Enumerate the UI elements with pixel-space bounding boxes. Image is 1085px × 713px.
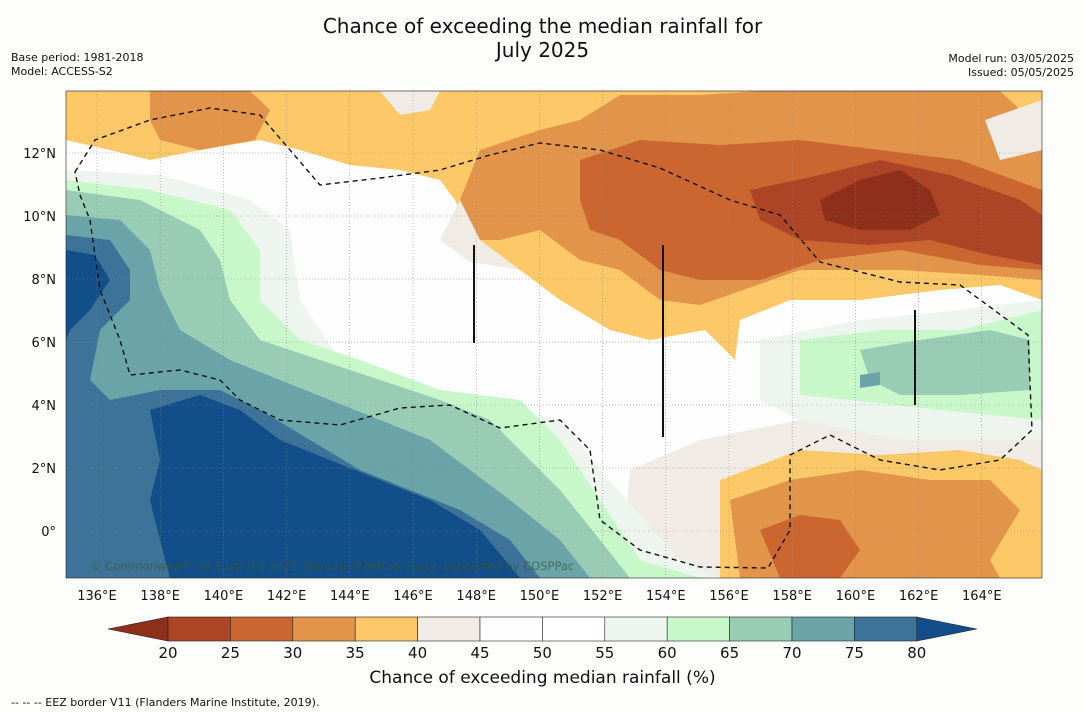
latitude-label: 4°N — [32, 399, 57, 414]
colorbar-level-label: 45 — [470, 644, 489, 662]
colorbar-segment — [666, 616, 730, 642]
longitude-label: 164°E — [962, 589, 1002, 604]
latitude-label: 12°N — [23, 147, 56, 162]
latitude-label: 0° — [41, 525, 56, 540]
colorbar-level-label: 35 — [346, 644, 365, 662]
colorbar-level-label: 40 — [408, 644, 427, 662]
eez-legend-note: -- -- -- EEZ border V11 (Flanders Marine… — [11, 696, 320, 709]
longitude-label: 160°E — [836, 589, 876, 604]
colorbar-level-label: 75 — [845, 644, 864, 662]
longitude-label: 150°E — [520, 589, 560, 604]
title-line-1: Chance of exceeding the median rainfall … — [322, 14, 763, 38]
colorbar-segment — [791, 616, 855, 642]
latitude-label: 2°N — [32, 462, 57, 477]
eez-border — [74, 107, 1033, 569]
copyright-notice: © Commonwealth of Australia 2025, Bureau… — [90, 559, 574, 573]
colorbar-level-label: 30 — [283, 644, 302, 662]
model-name: Model: ACCESS-S2 — [11, 65, 113, 78]
longitude-label: 142°E — [267, 589, 307, 604]
colorbar-level-label: 70 — [782, 644, 801, 662]
latitude-label: 10°N — [23, 210, 56, 225]
colorbar-segment — [604, 616, 668, 642]
colorbar-segment — [854, 616, 918, 642]
longitude-labels: 136°E 138°E 140°E 142°E 144°E 146°E 148°E 150°E… — [77, 589, 1001, 604]
colorbar-level-label: 60 — [658, 644, 677, 662]
colorbar-segment — [417, 616, 481, 642]
field-25-30-southeast — [760, 515, 860, 578]
longitude-label: 156°E — [709, 589, 749, 604]
colorbar-level-label: 25 — [221, 644, 240, 662]
colorbar-title: Chance of exceeding median rainfall (%) — [369, 668, 716, 688]
field-below-20 — [820, 170, 940, 230]
latitude-label: 6°N — [32, 336, 57, 351]
longitude-label: 138°E — [140, 589, 180, 604]
map-title: Chance of exceeding the median rainfall … — [0, 14, 1085, 62]
longitude-label: 140°E — [204, 589, 244, 604]
latitude-labels: 12°N 10°N 8°N 6°N 4°N 2°N 0° — [23, 147, 56, 540]
colorbar-level-label: 50 — [533, 644, 552, 662]
colorbar-level-label: 80 — [907, 644, 926, 662]
colorbar-segment — [230, 616, 294, 642]
rainfall-probability-field — [66, 91, 1042, 578]
colorbar-segment — [479, 616, 543, 642]
colorbar-segment — [354, 616, 418, 642]
longitude-label: 148°E — [456, 589, 496, 604]
colorbar-level-label: 55 — [595, 644, 614, 662]
islands — [473, 245, 916, 437]
colorbar-segment — [729, 616, 793, 642]
colorbar-level-label: 20 — [158, 644, 177, 662]
title-line-2: July 2025 — [495, 38, 590, 62]
colorbar-level-label: 65 — [720, 644, 739, 662]
longitude-label: 154°E — [646, 589, 686, 604]
field-above-80-west — [66, 250, 520, 578]
longitude-label: 136°E — [77, 589, 117, 604]
longitude-label: 162°E — [899, 589, 939, 604]
base-period: Base period: 1981-2018 — [11, 51, 144, 64]
meta-left: Base period: 1981-2018 Model: ACCESS-S2 — [11, 51, 143, 79]
colorbar: 20 25 30 35 40 45 50 55 60 65 70 75 80 — [107, 616, 977, 662]
latitude-label: 8°N — [32, 273, 57, 288]
longitude-label: 158°E — [772, 589, 812, 604]
longitude-label: 152°E — [583, 589, 623, 604]
longitude-label: 144°E — [330, 589, 370, 604]
longitude-label: 146°E — [393, 589, 433, 604]
colorbar-segment — [292, 616, 356, 642]
meta-right: Model run: 03/05/2025 Issued: 05/05/2025 — [948, 52, 1074, 80]
colorbar-segment — [542, 616, 606, 642]
colorbar-extend-high — [916, 616, 977, 642]
graticule — [66, 91, 1042, 578]
colorbar-segment — [167, 616, 231, 642]
model-run: Model run: 03/05/2025 — [948, 52, 1074, 65]
colorbar-extend-low — [107, 616, 169, 642]
issued-date: Issued: 05/05/2025 — [967, 66, 1074, 79]
map-border — [65, 90, 1043, 579]
